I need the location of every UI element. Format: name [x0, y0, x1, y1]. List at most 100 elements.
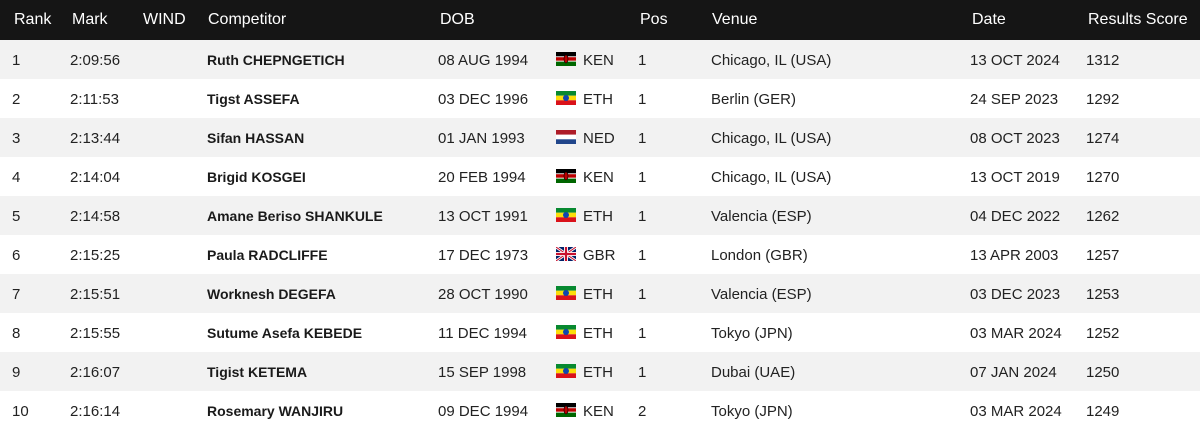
- flag: [556, 403, 576, 417]
- dob: 11 DEC 1994: [438, 325, 527, 342]
- dob: 28 OCT 1990: [438, 286, 528, 303]
- rank: 3: [12, 130, 21, 147]
- results-score: 1292: [1086, 91, 1120, 108]
- date: 03 DEC 2023: [970, 286, 1061, 303]
- rank: 4: [12, 169, 21, 186]
- rank: 7: [12, 286, 21, 303]
- table-row: 1 2:09:56 Ruth CHEPNGETICH 08 AUG 1994 KEN 1 C…: [0, 40, 1200, 79]
- position: 1: [638, 325, 647, 342]
- dob: 09 DEC 1994: [438, 403, 529, 420]
- date: 13 OCT 2024: [970, 52, 1060, 69]
- dob: 15 SEP 1998: [438, 364, 527, 381]
- table-row: 2 2:11:53 Tigst ASSEFA 03 DEC 1996 ETH 1 Berli…: [0, 79, 1200, 118]
- position: 1: [638, 208, 647, 225]
- column-header: DOB: [440, 11, 475, 28]
- venue: Tokyo (JPN): [711, 325, 793, 342]
- flag: [556, 247, 576, 261]
- venue: Berlin (GER): [711, 91, 797, 108]
- mark: 2:14:58: [70, 208, 121, 225]
- date: 24 SEP 2023: [970, 91, 1059, 108]
- position: 1: [638, 91, 647, 108]
- date: 04 DEC 2022: [970, 208, 1061, 225]
- results-score: 1270: [1086, 169, 1120, 186]
- results-score: 1250: [1086, 364, 1120, 381]
- rank: 2: [12, 91, 21, 108]
- competitor[interactable]: Sifan HASSAN: [207, 130, 305, 146]
- rank: 5: [12, 208, 21, 225]
- flag: [556, 286, 576, 300]
- table-body: 1 2:09:56 Ruth CHEPNGETICH 08 AUG 1994 KEN 1 C…: [0, 40, 1200, 430]
- competitor[interactable]: Tigist KETEMA: [207, 364, 308, 380]
- nationality: ETH: [583, 325, 613, 342]
- position: 1: [638, 52, 647, 69]
- position: 1: [638, 247, 647, 264]
- competitor[interactable]: Ruth CHEPNGETICH: [207, 52, 345, 68]
- venue: Dubai (UAE): [711, 364, 796, 381]
- table-row: 7 2:15:51 Worknesh DEGEFA 28 OCT 1990 ETH 1 Va…: [0, 274, 1200, 313]
- rank: 6: [12, 247, 21, 264]
- venue: Valencia (ESP): [711, 286, 812, 303]
- venue: Chicago, IL (USA): [711, 169, 832, 186]
- results-score: 1252: [1086, 325, 1120, 342]
- venue: Chicago, IL (USA): [711, 52, 832, 69]
- rank: 1: [12, 52, 21, 69]
- table-header: Rank Mark WIND Competitor DOB Pos Venue …: [0, 0, 1200, 40]
- results-score: 1274: [1086, 130, 1120, 147]
- column-header: Venue: [712, 11, 758, 28]
- nationality: ETH: [583, 208, 613, 225]
- venue: Tokyo (JPN): [711, 403, 793, 420]
- column-header: Competitor: [208, 11, 287, 28]
- table-row: 4 2:14:04 Brigid KOSGEI 20 FEB 1994 KEN 1 Chic…: [0, 157, 1200, 196]
- nationality: ETH: [583, 286, 613, 303]
- venue: Chicago, IL (USA): [711, 130, 832, 147]
- column-header: Date: [972, 11, 1006, 28]
- results-score: 1253: [1086, 286, 1120, 303]
- column-header: Mark: [72, 11, 108, 28]
- table-row: 10 2:16:14 Rosemary WANJIRU 09 DEC 1994 KEN 2…: [0, 391, 1200, 430]
- flag: [556, 208, 576, 222]
- date: 03 MAR 2024: [970, 325, 1062, 342]
- position: 2: [638, 403, 647, 420]
- competitor[interactable]: Paula RADCLIFFE: [207, 247, 328, 263]
- position: 1: [638, 364, 647, 381]
- mark: 2:13:44: [70, 130, 121, 147]
- position: 1: [638, 286, 647, 303]
- rank: 9: [12, 364, 21, 381]
- flag: [556, 130, 576, 144]
- competitor[interactable]: Tigst ASSEFA: [207, 91, 300, 107]
- results-score: 1262: [1086, 208, 1120, 225]
- mark: 2:15:25: [70, 247, 121, 264]
- column-header: Results Score: [1088, 11, 1188, 28]
- results-score: 1257: [1086, 247, 1120, 264]
- mark: 2:16:14: [70, 403, 121, 420]
- nationality: KEN: [583, 169, 614, 186]
- competitor[interactable]: Brigid KOSGEI: [207, 169, 306, 185]
- date: 13 OCT 2019: [970, 169, 1060, 186]
- flag: [556, 325, 576, 339]
- nationality: GBR: [583, 247, 616, 264]
- mark: 2:11:53: [70, 91, 119, 108]
- nationality: NED: [583, 130, 615, 147]
- dob: 13 OCT 1991: [438, 208, 528, 225]
- nationality: ETH: [583, 91, 613, 108]
- competitor[interactable]: Worknesh DEGEFA: [207, 286, 336, 302]
- dob: 03 DEC 1996: [438, 91, 529, 108]
- competitor[interactable]: Amane Beriso SHANKULE: [207, 208, 383, 224]
- rank: 8: [12, 325, 21, 342]
- competitor[interactable]: Sutume Asefa KEBEDE: [207, 325, 363, 341]
- flag: [556, 52, 576, 66]
- competitor[interactable]: Rosemary WANJIRU: [207, 403, 344, 419]
- date: 03 MAR 2024: [970, 403, 1062, 420]
- dob: 20 FEB 1994: [438, 169, 526, 186]
- results-score: 1312: [1086, 52, 1120, 69]
- date: 13 APR 2003: [970, 247, 1059, 264]
- position: 1: [638, 169, 647, 186]
- column-header: Rank: [14, 11, 52, 28]
- flag: [556, 169, 576, 183]
- date: 08 OCT 2023: [970, 130, 1060, 147]
- table-row: 8 2:15:55 Sutume Asefa KEBEDE 11 DEC 1994 ET…: [0, 313, 1200, 352]
- nationality: KEN: [583, 403, 614, 420]
- table-row: 6 2:15:25 Paula RADCLIFFE 17 DEC 1973 GBR 1 Lo…: [0, 235, 1200, 274]
- date: 07 JAN 2024: [970, 364, 1057, 381]
